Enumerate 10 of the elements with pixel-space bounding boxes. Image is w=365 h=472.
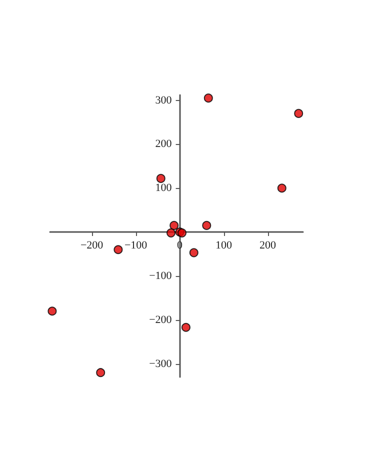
x-tick-label: −100 [124, 240, 148, 252]
x-tick-label: 200 [260, 240, 277, 252]
y-tick-label: 200 [155, 138, 172, 150]
y-tick-label: −300 [149, 358, 172, 370]
x-tick-label: 100 [216, 240, 233, 252]
y-tick-label: −200 [149, 314, 172, 326]
x-tick-label: −200 [80, 240, 104, 252]
y-tick-label: −100 [149, 270, 172, 282]
y-tick-label: 300 [155, 94, 172, 106]
y-tick-label: 100 [155, 182, 172, 194]
